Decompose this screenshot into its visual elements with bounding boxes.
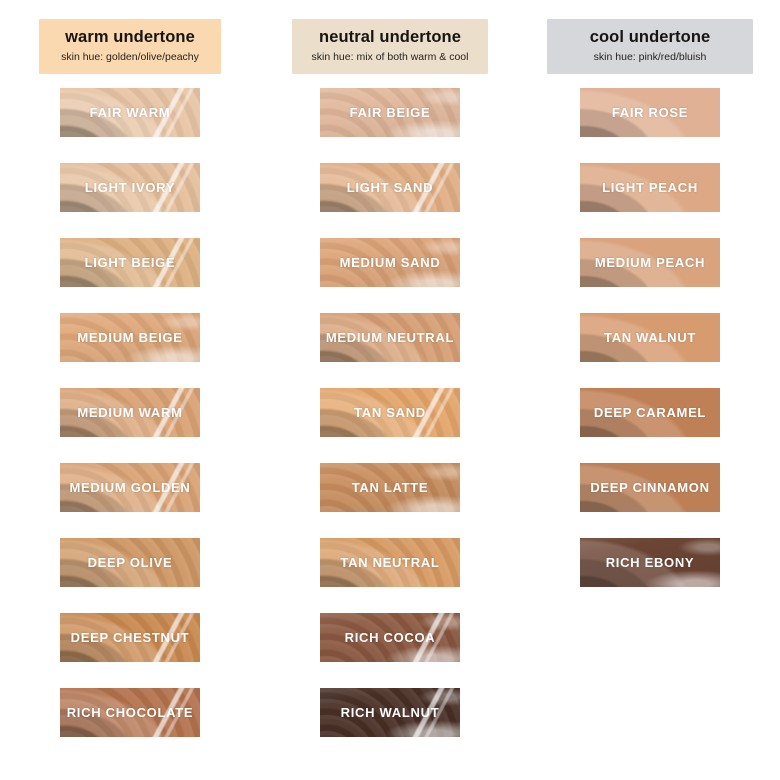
swatch-tan-latte[interactable]: TAN LATTE <box>320 462 460 512</box>
swatch-tan-walnut[interactable]: TAN WALNUT <box>580 312 720 362</box>
undertone-columns: warm undertone skin hue: golden/olive/pe… <box>0 19 780 763</box>
header-subtitle-cool: skin hue: pink/red/bluish <box>593 50 707 63</box>
swatch-label: DEEP OLIVE <box>87 554 173 570</box>
header-title-neutral: neutral undertone <box>319 28 461 46</box>
swatch-rich-walnut[interactable]: RICH WALNUT <box>320 687 460 737</box>
swatch-label: MEDIUM NEUTRAL <box>325 329 455 345</box>
swatch-label: FAIR BEIGE <box>349 104 431 120</box>
swatch-deep-olive[interactable]: DEEP OLIVE <box>60 537 200 587</box>
swatch-list-warm: FAIR WARM LIGHT IVORY LIGHT BEIGE <box>60 87 200 763</box>
swatch-fair-beige[interactable]: FAIR BEIGE <box>320 87 460 137</box>
header-card-warm: warm undertone skin hue: golden/olive/pe… <box>39 19 221 74</box>
swatch-medium-warm[interactable]: MEDIUM WARM <box>60 387 200 437</box>
swatch-label: MEDIUM PEACH <box>594 254 706 270</box>
header-title-warm: warm undertone <box>65 28 195 46</box>
swatch-label: TAN NEUTRAL <box>340 554 440 570</box>
swatch-label: LIGHT PEACH <box>602 179 698 195</box>
swatch-light-sand[interactable]: LIGHT SAND <box>320 162 460 212</box>
header-title-cool: cool undertone <box>589 28 711 46</box>
swatch-label: LIGHT BEIGE <box>84 254 176 270</box>
column-warm-undertone: warm undertone skin hue: golden/olive/pe… <box>0 19 260 763</box>
swatch-label: FAIR WARM <box>89 104 171 120</box>
swatch-medium-beige[interactable]: MEDIUM BEIGE <box>60 312 200 362</box>
swatch-rich-ebony[interactable]: RICH EBONY <box>580 537 720 587</box>
swatch-medium-sand[interactable]: MEDIUM SAND <box>320 237 460 287</box>
swatch-label: MEDIUM BEIGE <box>77 329 183 345</box>
swatch-medium-neutral[interactable]: MEDIUM NEUTRAL <box>320 312 460 362</box>
swatch-label: RICH CHOCOLATE <box>66 704 194 720</box>
swatch-label: DEEP CHESTNUT <box>70 629 190 645</box>
swatch-label: MEDIUM GOLDEN <box>69 479 191 495</box>
swatch-label: RICH COCOA <box>344 629 436 645</box>
header-card-neutral: neutral undertone skin hue: mix of both … <box>292 19 488 74</box>
swatch-light-beige[interactable]: LIGHT BEIGE <box>60 237 200 287</box>
header-subtitle-warm: skin hue: golden/olive/peachy <box>61 50 199 63</box>
swatch-label: TAN SAND <box>354 404 426 420</box>
swatch-tan-sand[interactable]: TAN SAND <box>320 387 460 437</box>
swatch-label: TAN LATTE <box>351 479 429 495</box>
swatch-medium-peach[interactable]: MEDIUM PEACH <box>580 237 720 287</box>
swatch-deep-chestnut[interactable]: DEEP CHESTNUT <box>60 612 200 662</box>
swatch-label: RICH EBONY <box>605 554 695 570</box>
swatch-label: MEDIUM SAND <box>339 254 441 270</box>
swatch-fair-warm[interactable]: FAIR WARM <box>60 87 200 137</box>
column-cool-undertone: cool undertone skin hue: pink/red/bluish… <box>520 19 780 763</box>
header-subtitle-neutral: skin hue: mix of both warm & cool <box>311 50 469 63</box>
swatch-label: MEDIUM WARM <box>77 404 183 420</box>
swatch-label: LIGHT IVORY <box>84 179 176 195</box>
swatch-label: DEEP CARAMEL <box>593 404 707 420</box>
swatch-rich-cocoa[interactable]: RICH COCOA <box>320 612 460 662</box>
swatch-label: TAN WALNUT <box>604 329 696 345</box>
swatch-fair-rose[interactable]: FAIR ROSE <box>580 87 720 137</box>
column-neutral-undertone: neutral undertone skin hue: mix of both … <box>260 19 520 763</box>
swatch-label: RICH WALNUT <box>340 704 440 720</box>
swatch-deep-cinnamon[interactable]: DEEP CINNAMON <box>580 462 720 512</box>
swatch-rich-chocolate[interactable]: RICH CHOCOLATE <box>60 687 200 737</box>
swatch-list-neutral: FAIR BEIGE LIGHT SAND MEDIUM SAND ME <box>320 87 460 763</box>
swatch-label: DEEP CINNAMON <box>590 479 710 495</box>
swatch-light-peach[interactable]: LIGHT PEACH <box>580 162 720 212</box>
swatch-tan-neutral[interactable]: TAN NEUTRAL <box>320 537 460 587</box>
header-card-cool: cool undertone skin hue: pink/red/bluish <box>547 19 753 74</box>
swatch-label: LIGHT SAND <box>346 179 434 195</box>
swatch-deep-caramel[interactable]: DEEP CARAMEL <box>580 387 720 437</box>
swatch-list-cool: FAIR ROSE LIGHT PEACH MEDIUM PEACH TAN W… <box>580 87 720 613</box>
swatch-label: FAIR ROSE <box>611 104 689 120</box>
swatch-light-ivory[interactable]: LIGHT IVORY <box>60 162 200 212</box>
swatch-medium-golden[interactable]: MEDIUM GOLDEN <box>60 462 200 512</box>
